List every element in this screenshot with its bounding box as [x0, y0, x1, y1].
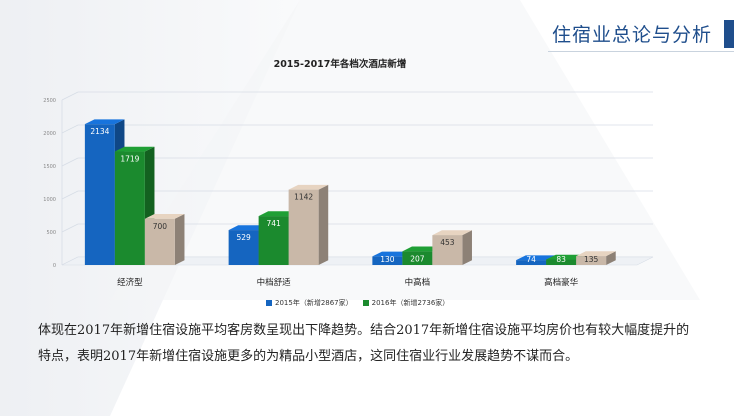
- bar-top: [84, 119, 125, 125]
- data-label: 700: [153, 222, 168, 231]
- data-label: 2134: [90, 127, 109, 136]
- bar-top: [576, 251, 616, 257]
- bar: [516, 260, 547, 265]
- x-tick-label: 经济型: [117, 277, 143, 288]
- legend-swatch-2015: [266, 300, 272, 306]
- bar-top: [258, 211, 299, 217]
- bar: [84, 124, 115, 265]
- x-tick-label: 高档豪华: [544, 277, 579, 288]
- chart-legend: 2015年（新增2867家） 2016年（新增2736家）: [266, 298, 449, 308]
- bar-top: [432, 230, 472, 236]
- bar: [432, 235, 463, 265]
- bar-top: [546, 254, 586, 260]
- y-tick-label: 0: [53, 263, 56, 269]
- title-accent-bar: [724, 20, 734, 48]
- body-paragraph: 体现在2017年新增住宿设施平均客房数呈现出下降趋势。结合2017年新增住宿设施…: [38, 323, 690, 364]
- bar-side: [318, 184, 329, 265]
- bar: [228, 230, 259, 265]
- data-label: 741: [266, 219, 281, 228]
- legend-item-2016: 2016年（新增2736家）: [362, 298, 450, 308]
- grid-depth-line: [61, 91, 79, 101]
- bar-top: [228, 225, 269, 231]
- grid-depth-line: [61, 190, 79, 200]
- bar: [402, 251, 433, 265]
- x-tick-label: 中高档: [405, 277, 431, 288]
- y-tick-label: 500: [46, 230, 56, 236]
- x-tick-label: 中档舒适: [257, 277, 292, 288]
- legend-item-2015: 2015年（新增2867家）: [266, 298, 353, 308]
- data-label: 1719: [120, 155, 139, 164]
- bar: [372, 256, 403, 265]
- title-divider: [548, 51, 734, 52]
- bar-top: [516, 255, 556, 261]
- data-label: 453: [440, 238, 455, 247]
- bar-chart: 0500100015002000250021341719700经济型529741…: [43, 91, 654, 288]
- bar-top: [402, 246, 442, 252]
- data-label: 83: [556, 255, 566, 264]
- data-label: 135: [584, 255, 599, 264]
- bar-side: [606, 251, 616, 265]
- data-label: 1142: [294, 193, 313, 202]
- grid-depth-line: [61, 124, 79, 134]
- bar-top: [288, 184, 329, 190]
- data-label: 529: [236, 233, 251, 242]
- bar: [288, 189, 319, 265]
- data-label: 130: [380, 255, 395, 264]
- bar: [576, 256, 607, 265]
- bar-top: [114, 146, 155, 152]
- y-tick-label: 1000: [43, 197, 56, 203]
- grid-depth-line: [61, 157, 79, 167]
- data-label: 207: [410, 254, 425, 263]
- y-tick-label: 2500: [43, 98, 56, 104]
- bar-top: [144, 214, 185, 219]
- legend-label-2015: 2015年（新增2867家）: [275, 299, 353, 307]
- bar: [144, 218, 175, 265]
- legend-label-2016: 2016年（新增2736家）: [371, 299, 450, 307]
- y-tick-label: 1500: [43, 164, 56, 170]
- legend-swatch-2016: [362, 300, 369, 306]
- y-tick-label: 2000: [43, 131, 56, 137]
- grid-depth-line: [61, 223, 79, 233]
- data-label: 74: [526, 255, 536, 264]
- bar: [546, 259, 577, 265]
- bar: [258, 216, 289, 265]
- chart-title: 2015-2017年各档次酒店新增: [273, 59, 407, 70]
- bar-side: [462, 230, 472, 265]
- bar: [114, 151, 145, 265]
- bar-side: [174, 214, 185, 265]
- bar-top: [372, 251, 412, 257]
- page-title: 住宿业总论与分析: [551, 24, 712, 46]
